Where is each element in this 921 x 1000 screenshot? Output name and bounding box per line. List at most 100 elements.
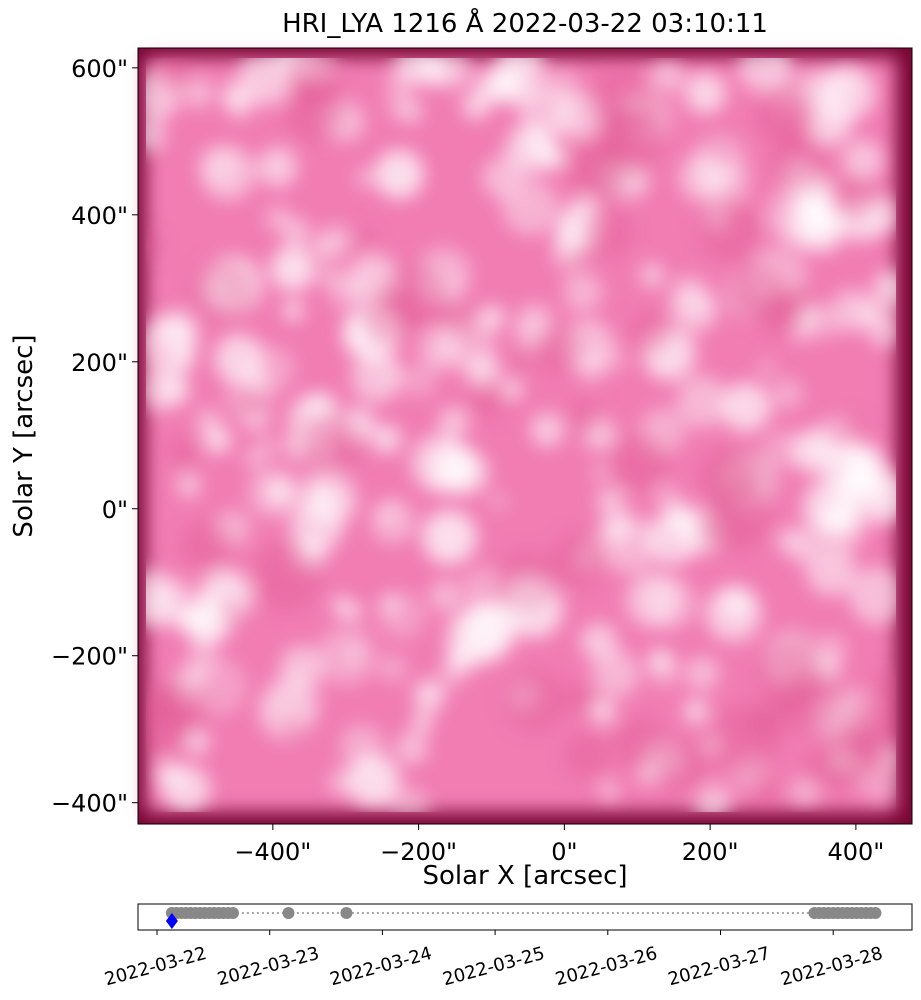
bright-patch [386,90,416,121]
bright-patch [763,429,804,469]
bright-patch [792,323,812,343]
dark-patch [843,416,865,438]
bright-patch [378,654,408,683]
dark-patch [613,716,666,769]
bright-patch [504,123,556,175]
bright-patch [489,58,548,107]
axes-border [137,47,913,825]
x-tick-label: −200" [380,838,457,866]
x-tick-label: −400" [234,838,311,866]
dark-patch [748,773,781,806]
bright-patch [648,655,682,689]
dark-patch [756,638,826,708]
bright-patch [600,781,618,800]
bright-patch [412,711,433,733]
bright-patch [282,218,312,248]
bright-patch [757,359,776,379]
bright-patch [146,569,178,628]
bright-patch [646,512,700,566]
bright-patch [176,607,200,632]
bright-patch [378,591,426,640]
bright-patch [849,566,896,625]
bright-patch [354,167,376,189]
dark-patch [351,228,376,253]
dark-patch [466,379,506,420]
observation [282,907,295,919]
bright-patch [413,679,445,711]
dark-patch [283,58,341,105]
bright-patch [580,622,618,661]
bright-patch [638,768,655,785]
bright-patch [461,91,491,120]
bright-patch [639,262,665,288]
bright-patch [185,644,218,676]
bright-patch [842,139,884,181]
bright-patch [182,78,214,109]
bright-patch [184,729,210,755]
bright-patch [340,724,385,769]
bright-patch [480,305,505,330]
dark-patch [581,206,633,259]
bright-patch [438,407,469,438]
bright-patch [390,787,431,812]
bright-patch [395,731,429,765]
bright-patch [595,493,612,510]
bright-patch [721,382,771,433]
bright-patch [344,645,362,663]
dark-patch [587,68,655,136]
dark-patch [698,198,763,263]
current-marker [165,913,178,929]
dark-patch [607,431,670,494]
bright-patch [696,301,715,320]
bright-patch [462,567,505,611]
bright-patch [282,300,304,322]
bright-patch [270,246,316,292]
dark-patch [832,174,878,220]
dark-patch [564,681,598,714]
bright-patch [372,424,402,454]
bright-patch [421,509,477,565]
dark-patch [774,284,815,325]
dark-patch [218,599,242,622]
dark-patch [731,265,786,320]
dark-patch [299,410,363,474]
bright-patch [592,650,640,698]
dark-patch [251,542,322,612]
y-tick-label: 200" [71,349,128,377]
bright-patch [257,147,298,188]
bright-patch [857,300,882,325]
y-axis-label: Solar Y [arcsec] [9,334,39,537]
dark-patch [750,699,791,739]
bright-patch [419,328,462,371]
bright-patch [671,287,718,334]
bright-patch [289,499,344,554]
dark-patch [239,389,269,419]
texture [146,58,896,812]
solar-image [137,47,913,825]
bright-patch [703,160,750,207]
bright-patch [820,65,876,121]
bright-patch [650,58,685,93]
bright-patch [319,225,351,257]
dark-patch [167,435,201,469]
bright-patch [530,412,565,448]
x-tick-label: 200" [682,838,739,866]
bright-patch [429,579,462,613]
observation [869,907,882,919]
dark-patch [508,349,530,371]
bright-patch [683,698,709,724]
x-tick-label: 400" [827,838,884,866]
observation [226,907,239,919]
bright-patch [247,466,300,519]
bright-patch [548,68,579,99]
bright-patch [591,699,615,724]
bright-patch [176,473,201,498]
bright-patch [771,378,804,410]
timeline-tick-label: 2022-03-25 [440,943,546,990]
bright-patch [155,761,183,789]
dark-patch [568,400,603,436]
bright-patch [262,673,322,733]
dark-patch [504,669,567,732]
bright-patch [502,379,523,400]
